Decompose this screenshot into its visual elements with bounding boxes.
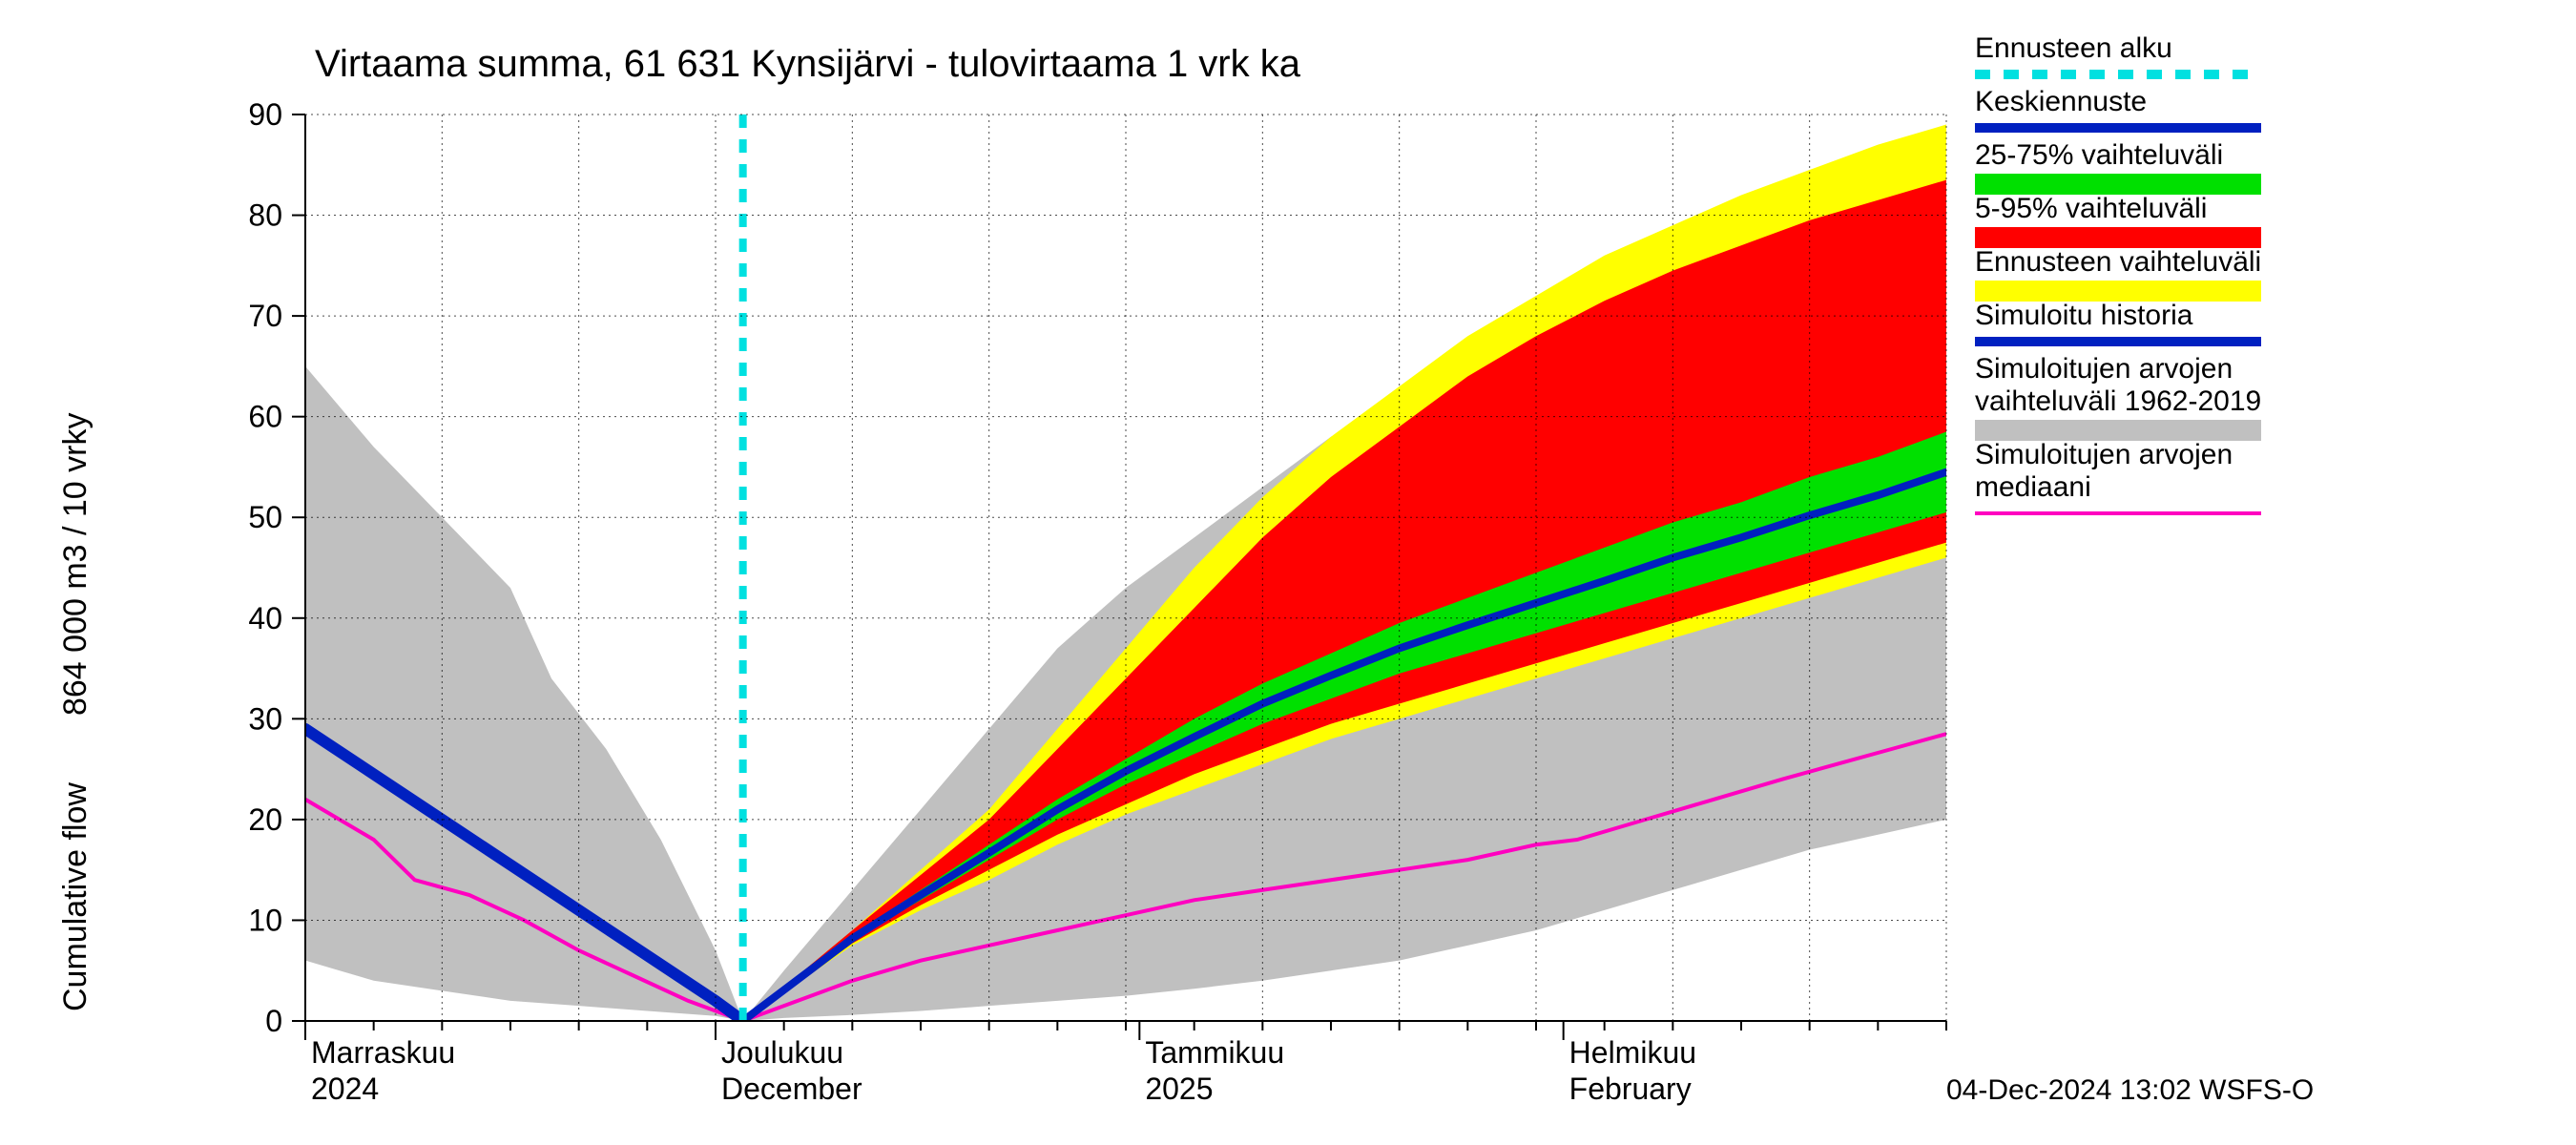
- y-tick-label: 70: [248, 299, 282, 333]
- y-tick-label: 90: [248, 97, 282, 132]
- legend-label: Ennusteen alku: [1975, 32, 2172, 64]
- y-tick-label: 20: [248, 802, 282, 837]
- footer-timestamp: 04-Dec-2024 13:02 WSFS-O: [1946, 1074, 2314, 1106]
- legend-swatch: [1975, 281, 2261, 302]
- x-month-label: Tammikuu: [1145, 1035, 1284, 1070]
- chart-title: Virtaama summa, 61 631 Kynsijärvi - tulo…: [315, 43, 1301, 85]
- legend-label: Keskiennuste: [1975, 86, 2147, 117]
- x-month-label: Joulukuu: [721, 1035, 843, 1070]
- y-tick-label: 80: [248, 198, 282, 233]
- legend-label: vaihteluväli 1962-2019: [1975, 385, 2261, 417]
- y-tick-label: 30: [248, 701, 282, 736]
- svg-text:Cumulative flow864 000 m3 / 10: Cumulative flow864 000 m3 / 10 vrky: [57, 413, 93, 1012]
- x-month-label: Helmikuu: [1569, 1035, 1696, 1070]
- legend-label: Simuloitujen arvojen: [1975, 353, 2233, 385]
- legend-label: mediaani: [1975, 471, 2091, 503]
- y-tick-label: 40: [248, 601, 282, 635]
- y-tick-label: 60: [248, 400, 282, 434]
- legend-label: Simuloitu historia: [1975, 300, 2193, 331]
- x-month-label: Marraskuu: [311, 1035, 455, 1070]
- legend-label: 25-75% vaihteluväli: [1975, 139, 2223, 171]
- legend-label: Simuloitujen arvojen: [1975, 439, 2233, 470]
- legend-label: Ennusteen vaihteluväli: [1975, 246, 2261, 278]
- legend-swatch: [1975, 174, 2261, 195]
- legend-label: 5-95% vaihteluväli: [1975, 193, 2207, 224]
- x-month-sublabel: 2024: [311, 1072, 379, 1106]
- x-month-sublabel: 2025: [1145, 1072, 1213, 1106]
- y-axis-label: Cumulative flow864 000 m3 / 10 vrky: [57, 413, 93, 1012]
- legend-swatch: [1975, 227, 2261, 248]
- x-month-sublabel: February: [1569, 1072, 1692, 1106]
- cumulative-flow-chart: 0 10 20 30 40 50 60 70 80 90 Marraskuu2024 Joulukuu…: [0, 0, 2576, 1145]
- legend-swatch: [1975, 420, 2261, 441]
- y-tick-label: 0: [265, 1004, 282, 1038]
- y-tick-label: 10: [248, 903, 282, 937]
- y-tick-label: 50: [248, 500, 282, 534]
- x-month-sublabel: December: [721, 1072, 862, 1106]
